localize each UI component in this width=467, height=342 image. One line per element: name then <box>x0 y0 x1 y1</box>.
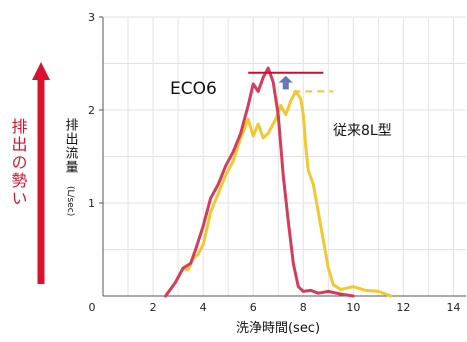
conventional-label: 従来8L型 <box>333 123 392 139</box>
peak-increase-arrow-shaft <box>283 83 289 90</box>
x-tick-label: 12 <box>396 301 410 314</box>
y-axis-unit: (L/sec) <box>65 186 75 216</box>
x-tick-label: 2 <box>150 301 157 314</box>
y-tick-label: 3 <box>88 11 95 24</box>
flow-force-arrow-head <box>32 62 50 80</box>
grid-lines <box>103 17 466 296</box>
x-tick-labels: 0 2 4 6 8 10 12 14 <box>89 301 461 314</box>
peak-increase-arrow-head <box>279 76 293 83</box>
eco6-label: ECO6 <box>170 79 217 99</box>
y-tick-labels: 1 2 3 <box>88 11 103 210</box>
x-axis-label: 洗浄時間(sec) <box>236 321 320 336</box>
y-axis-label: 排出流量 <box>63 118 79 174</box>
x-tick-label: 6 <box>250 301 257 314</box>
flow-force-label: 排出の勢い <box>9 118 28 208</box>
y-tick-label: 1 <box>88 197 95 210</box>
flow-force-arrow <box>32 62 50 284</box>
x-tick-label: 8 <box>300 301 307 314</box>
x-tick-label: 14 <box>446 301 460 314</box>
x-tick-label: 4 <box>200 301 207 314</box>
x-origin-label: 0 <box>89 301 96 314</box>
y-tick-label: 2 <box>88 104 95 117</box>
series-line-eco6 <box>166 68 354 296</box>
x-tick-label: 10 <box>346 301 360 314</box>
